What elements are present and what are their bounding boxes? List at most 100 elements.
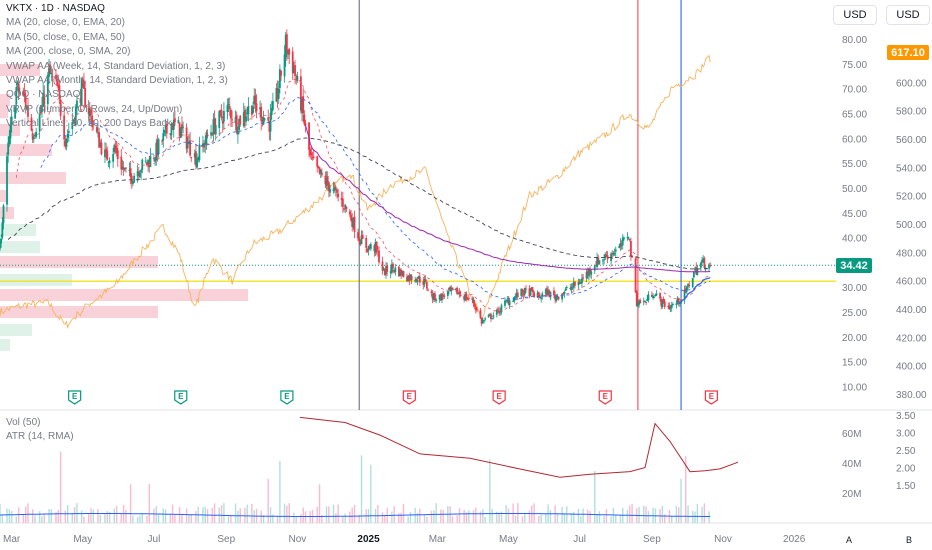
candle-body <box>333 187 336 189</box>
candle-body <box>169 133 172 135</box>
candle-body <box>14 106 17 119</box>
candle-body <box>48 67 50 77</box>
volume-bar <box>174 514 176 523</box>
candle-body <box>368 246 371 248</box>
candle-body <box>512 301 515 303</box>
currency-right-button[interactable]: USD <box>886 5 930 25</box>
volume-bar <box>358 514 360 523</box>
volume-bar <box>304 511 307 523</box>
volume-bar <box>132 515 134 523</box>
candle-body <box>603 259 605 261</box>
candle-body <box>137 171 140 176</box>
candle-body <box>541 293 544 297</box>
candle-body <box>424 279 427 282</box>
candle-body <box>95 127 98 132</box>
volume-bar <box>496 511 498 523</box>
candle-body <box>311 156 314 158</box>
volume-bar <box>524 513 526 523</box>
candle-body <box>214 125 217 135</box>
candle-body <box>504 300 506 306</box>
candle-body <box>294 65 296 76</box>
price-tick-label: 80.00 <box>842 35 867 46</box>
auto-scale-button[interactable]: A <box>846 535 853 545</box>
candle-body <box>572 281 575 287</box>
volume-bar <box>489 459 491 523</box>
candle-body <box>627 237 630 239</box>
volume-bar <box>43 514 46 523</box>
candle-body <box>189 140 191 156</box>
candle-body <box>521 288 524 293</box>
volume-bar <box>696 504 699 523</box>
candle-body <box>0 241 1 249</box>
candle-body <box>618 245 621 248</box>
candle-body <box>376 250 379 252</box>
candle-body <box>353 216 356 232</box>
candle-body <box>269 112 272 132</box>
candle-body <box>211 134 214 136</box>
candle-body <box>456 287 459 295</box>
candle-body <box>162 133 165 141</box>
volume-profile-bar-2 <box>0 106 8 118</box>
volume-bar <box>596 514 598 523</box>
atr-tick-label: 2.00 <box>896 464 916 475</box>
candle-body <box>179 127 182 138</box>
candle-body <box>133 175 136 183</box>
comparison-tick-label: 560.00 <box>896 135 927 146</box>
candle-body <box>64 140 67 146</box>
earnings-label: E <box>178 392 184 401</box>
candle-body <box>539 296 541 298</box>
candle-body <box>326 176 329 185</box>
candle-body <box>660 299 663 306</box>
candle-body <box>579 282 582 284</box>
volume-bar <box>430 510 433 523</box>
candle-body <box>654 294 657 296</box>
volume-bar <box>645 506 647 523</box>
candle-body <box>43 94 46 105</box>
volume-profile-bar-1 <box>0 94 10 106</box>
candle-body <box>581 278 583 284</box>
currency-left-button[interactable]: USD <box>833 5 877 25</box>
candle-body <box>628 239 631 241</box>
volume-bar <box>603 515 605 523</box>
volume-bar <box>1 514 4 523</box>
candle-body <box>31 133 34 140</box>
volume-bar <box>129 484 132 523</box>
candle-body <box>488 314 491 316</box>
candle-body <box>312 156 315 158</box>
candle-body <box>1 222 4 238</box>
candle-body <box>637 303 639 307</box>
candle-body <box>141 159 144 170</box>
volume-bar <box>31 509 34 523</box>
volume-bar <box>157 514 160 523</box>
volume-label[interactable]: Vol (50) <box>6 417 41 428</box>
volume-bar <box>685 456 687 523</box>
candle-body <box>570 286 573 290</box>
volume-bar <box>302 507 304 523</box>
candle-body <box>528 288 531 297</box>
time-tick-label: Nov <box>714 534 732 545</box>
volume-bar <box>458 508 461 523</box>
volume-bar <box>106 511 108 523</box>
candle-body <box>647 294 650 301</box>
comparison-tick-label: 380.00 <box>896 390 927 401</box>
candle-body <box>554 295 557 300</box>
settings-b-button[interactable]: B <box>906 535 913 545</box>
candle-body <box>107 161 110 163</box>
candle-body <box>284 34 287 58</box>
candle-body <box>415 278 418 282</box>
volume-bar <box>472 510 475 523</box>
candle-body <box>408 275 411 281</box>
atr-label[interactable]: ATR (14, RMA) <box>6 431 74 442</box>
volume-bar <box>246 504 248 523</box>
volume-bar <box>344 513 346 523</box>
candle-body <box>352 217 355 228</box>
candle-body <box>359 240 362 245</box>
candle-body <box>451 287 454 290</box>
candle-body <box>76 100 78 108</box>
volume-bar <box>113 508 115 523</box>
volume-bar <box>538 515 540 523</box>
candle-body <box>177 120 180 124</box>
candle-body <box>114 145 117 151</box>
volume-profile-bar-11 <box>0 274 72 286</box>
